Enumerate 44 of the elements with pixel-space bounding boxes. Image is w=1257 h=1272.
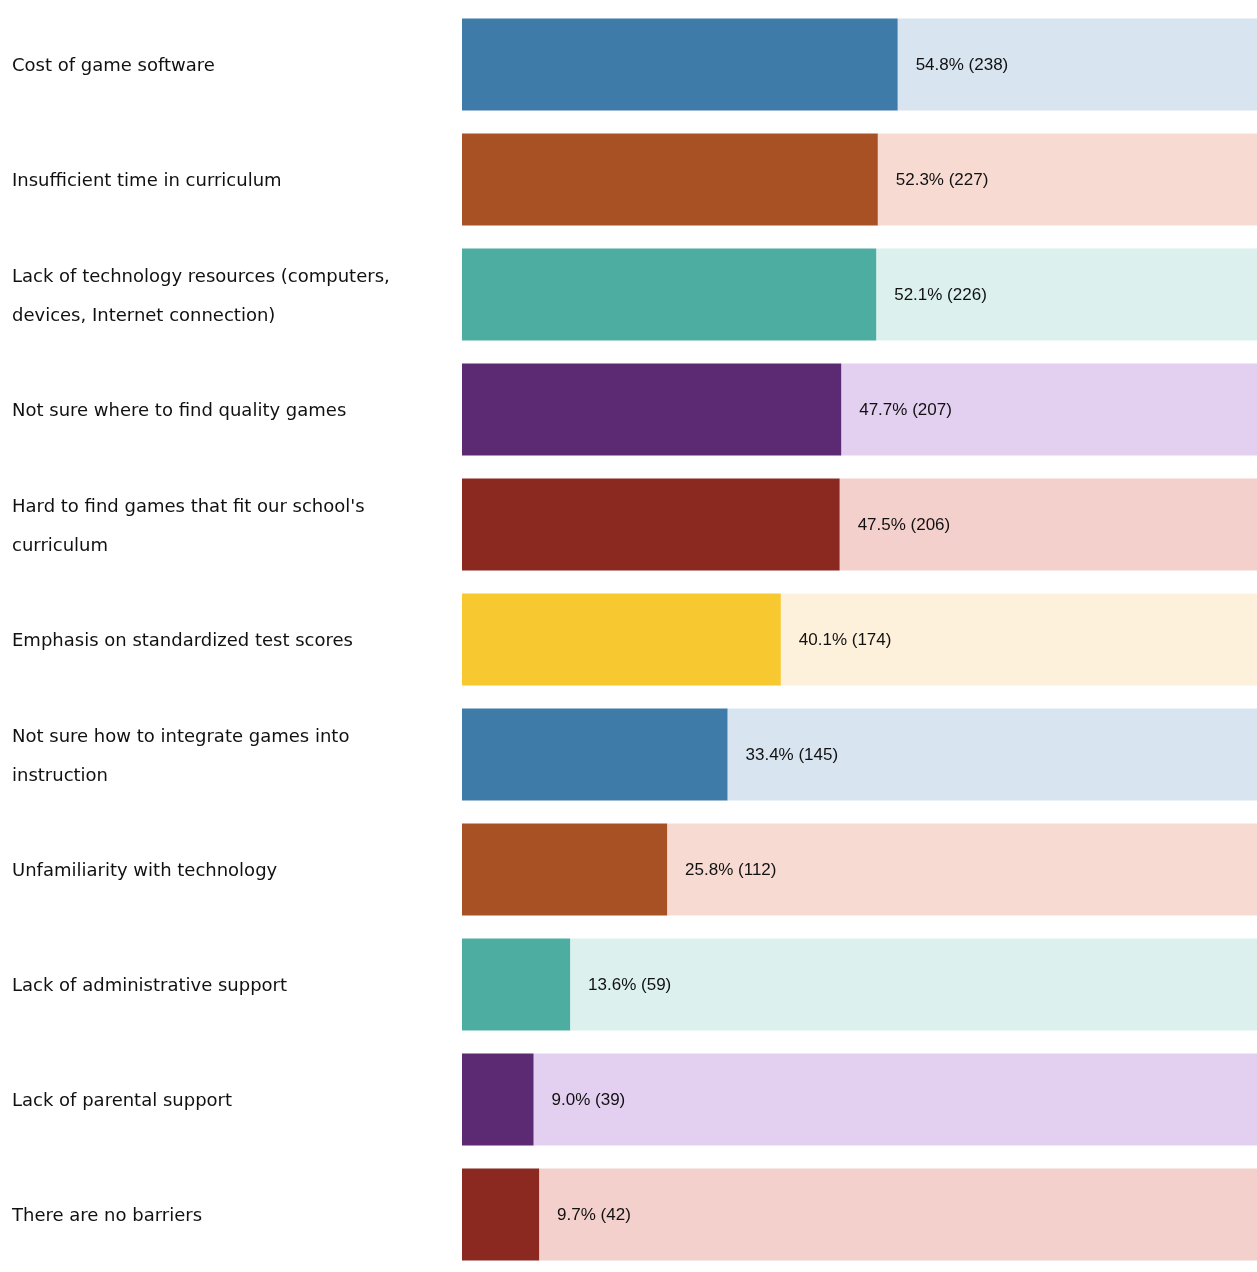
- y-tick-label: Not sure where to find quality games: [12, 399, 347, 420]
- bar: [462, 708, 728, 801]
- bar: [841, 363, 1257, 456]
- data-label: 52.3% (227): [895, 170, 989, 189]
- y-tick-label: Cost of game software: [12, 54, 215, 75]
- data-label: 25.8% (112): [685, 860, 777, 879]
- bar: [462, 593, 781, 686]
- bar: [667, 823, 1257, 916]
- y-tick-label: Lack of parental support: [12, 1089, 233, 1110]
- bar: [462, 248, 877, 341]
- y-tick-label: Lack of administrative support: [12, 974, 288, 995]
- y-tick-label: Emphasis on standardized test scores: [12, 629, 353, 650]
- y-tick-label: Unfamiliarity with technology: [12, 859, 278, 880]
- data-label: 40.1% (174): [798, 630, 892, 649]
- bar: [462, 133, 878, 226]
- bar: [897, 18, 1257, 111]
- data-label: 33.4% (145): [745, 745, 839, 764]
- y-tick-label: Lack of technology resources (computers, devices, Internet connection): [12, 264, 396, 325]
- data-label: 13.6% (59): [588, 975, 672, 994]
- data-label: 54.8% (238): [915, 55, 1009, 74]
- bar: [780, 593, 1257, 686]
- bar: [462, 823, 668, 916]
- y-tick-label: Insufficient time in curriculum: [12, 169, 282, 190]
- data-label: 52.1% (226): [894, 285, 987, 304]
- bar: [462, 478, 840, 571]
- bar: [533, 1053, 1257, 1146]
- y-tick-label: Not sure how to integrate games into instruction: [12, 724, 356, 785]
- bar: [727, 708, 1257, 801]
- data-label: 9.7% (42): [557, 1205, 631, 1224]
- bar: [539, 1168, 1257, 1261]
- data-label: 47.5% (206): [857, 515, 951, 534]
- bar: [877, 133, 1257, 226]
- bar: [570, 938, 1257, 1031]
- bar: [462, 18, 898, 111]
- bar: [462, 938, 571, 1031]
- bar: [876, 248, 1257, 341]
- bar: [839, 478, 1257, 571]
- y-tick-label: There are no barriers: [11, 1204, 203, 1225]
- bar: [462, 1168, 540, 1261]
- y-tick-label: Hard to find games that fit our school's curriculum: [12, 494, 371, 555]
- data-label: 9.0% (39): [551, 1090, 626, 1109]
- bar: [462, 363, 842, 456]
- data-label: 47.7% (207): [859, 400, 952, 419]
- bar: [462, 1053, 534, 1146]
